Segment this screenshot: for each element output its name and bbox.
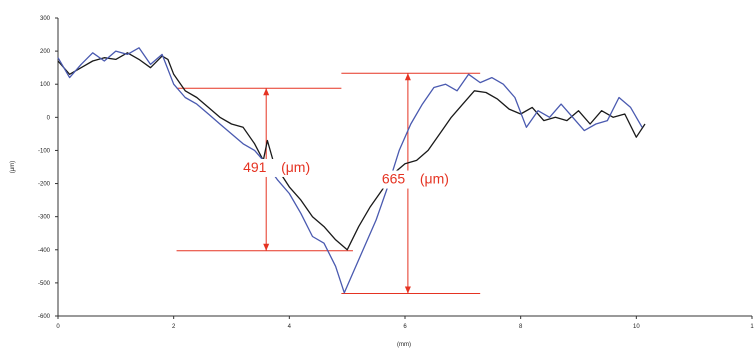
x-tick-label: 10 xyxy=(633,324,640,330)
y-tick-label: -500 xyxy=(38,281,51,287)
annotation-unit-label: (μm) xyxy=(281,159,310,175)
blue-series-line xyxy=(57,47,643,294)
y-tick-label: 200 xyxy=(40,49,51,55)
black-series-line xyxy=(57,52,646,251)
annotation-arrowhead-up xyxy=(263,88,270,96)
annotation-value-label: 665 xyxy=(382,171,406,187)
y-tick-label: -600 xyxy=(38,314,51,320)
annotation-label-background xyxy=(377,170,466,189)
x-tick-label: 8 xyxy=(519,324,523,330)
annotation-arrowhead-down xyxy=(404,286,411,294)
x-tick-label: 1 xyxy=(750,324,754,330)
x-tick-label: 4 xyxy=(288,324,292,330)
series-group xyxy=(57,47,646,294)
x-tick-label: 6 xyxy=(403,324,407,330)
annotation-unit-label: (μm) xyxy=(420,171,449,187)
x-tick-group: 0 2 4 6 8 10 1 xyxy=(56,316,754,330)
y-tick-label: -300 xyxy=(38,215,51,221)
annotation-arrowhead-down xyxy=(263,243,270,251)
y-tick-label: -100 xyxy=(38,148,51,154)
y-tick-label: -200 xyxy=(38,182,51,188)
annotation-label-background xyxy=(239,158,328,177)
y-tick-label: -400 xyxy=(38,248,51,254)
x-tick-label: 0 xyxy=(56,324,60,330)
y-tick-label: 100 xyxy=(40,82,51,88)
y-tick-label: 300 xyxy=(40,16,51,22)
annotation-label-group: 491 (μm) 665 (μm) xyxy=(239,158,466,189)
y-tick-group: 300 200 100 0 -100 -200 -300 -400 -500 -600 xyxy=(38,16,58,320)
x-tick-label: 2 xyxy=(172,324,176,330)
x-axis-title: (mm) xyxy=(397,342,411,348)
y-axis-title: (μm) xyxy=(10,161,16,173)
annotation-value-label: 491 xyxy=(243,159,267,175)
annotation-arrowhead-up xyxy=(404,73,411,81)
y-tick-label: 0 xyxy=(47,115,51,121)
